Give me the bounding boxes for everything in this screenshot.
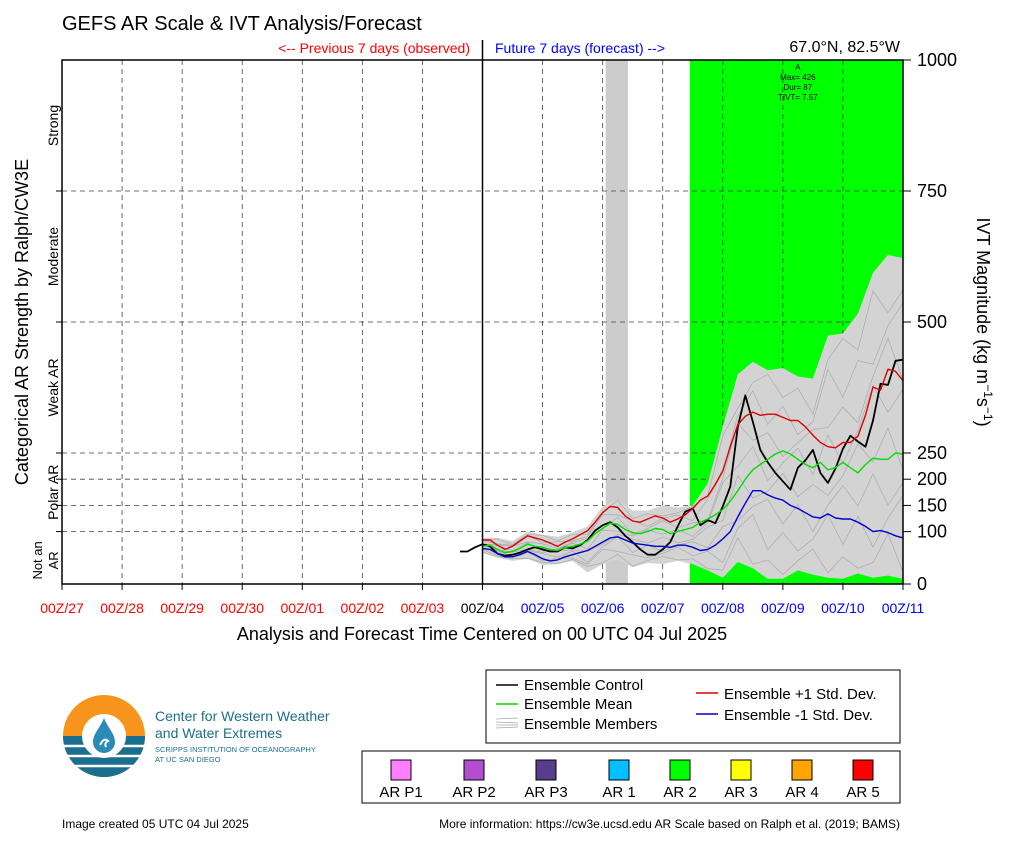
event-annotation-line: A: [795, 63, 801, 72]
x-tick-label: 00Z/08: [701, 600, 745, 616]
ensemble-member-line: [482, 533, 904, 575]
ar-scale-swatch: [608, 759, 630, 781]
ar-scale-label: AR 2: [663, 784, 696, 801]
observed-label: <-- Previous 7 days (observed): [278, 40, 470, 56]
y-tick-label: 250: [917, 443, 947, 463]
y-axis-title-left: Categorical AR Strength by Ralph/CW3E: [12, 159, 32, 485]
series-ensemble-control: [460, 358, 904, 557]
ensemble-member-line: [482, 302, 904, 546]
x-tick-label: 00Z/27: [40, 600, 84, 616]
ar-scale-label: AR 5: [846, 784, 879, 801]
ar-scale-label: AR 3: [724, 784, 757, 801]
series-ensemble-1-std-dev-: [482, 368, 904, 551]
ar-scale-swatch: [852, 759, 874, 781]
legend-mean-label: Ensemble Mean: [524, 696, 632, 713]
ar-scale-label: AR 4: [785, 784, 818, 801]
y-tick-label: 750: [917, 181, 947, 201]
ar-scale-swatch: [669, 759, 691, 781]
x-tick-label: 00Z/29: [160, 600, 204, 616]
x-axis: 00Z/27 00Z/28 00Z/29 00Z/30 00Z/01 00Z/02 00Z/…: [40, 584, 924, 616]
y-tick-label: 1000: [917, 50, 957, 70]
y-axis-title-right: IVT Magnitude (kg m−1s−1): [973, 217, 995, 426]
legend-minus-sd-label: Ensemble -1 Std. Dev.: [724, 707, 873, 724]
left-category-label: Weak AR: [45, 358, 61, 416]
ensemble-member-line: [482, 289, 904, 545]
ar-scale-swatch: [730, 759, 752, 781]
left-not-ar-label: Not an: [30, 541, 45, 579]
left-category-label: Polar AR: [45, 465, 61, 520]
legend-members-label: Ensemble Members: [524, 716, 657, 733]
x-tick-label: 00Z/11: [882, 600, 925, 616]
ar-scale-legend: AR P1 AR P2 AR P3 AR 1 AR 2 AR 3 AR 4 AR 5: [361, 750, 901, 804]
x-tick-label: 00Z/04: [461, 600, 505, 616]
x-axis-title: Analysis and Forecast Time Centered on 0…: [237, 624, 727, 644]
footer-created: Image created 05 UTC 04 Jul 2025: [62, 817, 249, 831]
ar-scale-swatch: [535, 759, 557, 781]
ar-scale-swatch: [791, 759, 813, 781]
member-spread-area: [482, 254, 903, 579]
x-tick-label: 00Z/07: [641, 600, 685, 616]
x-tick-label: 00Z/30: [220, 600, 264, 616]
event-annotation-line: Dur= 87: [784, 83, 813, 92]
y-tick-label: 150: [917, 495, 947, 515]
ar-scale-swatch: [390, 759, 412, 781]
series-ensemble-1-std-dev-: [482, 490, 904, 562]
x-tick-label: 00Z/28: [100, 600, 144, 616]
event-annotation-line: TIVT= 7.57: [778, 93, 818, 102]
y-tick-label: 0: [917, 574, 927, 594]
logo-line3: SCRIPPS INSTITUTION OF OCEANOGRAPHY: [155, 745, 316, 754]
ar-scale-label: AR P2: [452, 784, 495, 801]
logo-line4: AT UC SAN DIEGO: [155, 755, 221, 764]
legend-control-label: Ensemble Control: [524, 677, 643, 694]
event-annotation-line: Max= 426: [780, 73, 816, 82]
left-not-ar-label: AR: [46, 551, 61, 569]
left-category-label: Strong: [45, 105, 61, 146]
x-tick-label: 00Z/02: [341, 600, 385, 616]
ar-scale-label: AR P3: [524, 784, 567, 801]
y-axis-right: 0 100 150 200 250 500 750 1000: [903, 50, 957, 594]
forecast-label: Future 7 days (forecast) -->: [495, 40, 665, 56]
legend-box: [485, 669, 901, 744]
x-tick-label: 00Z/06: [581, 600, 625, 616]
ensemble-lines: [460, 358, 904, 562]
water-drop-icon: [93, 718, 115, 753]
ensemble-member-line: [482, 495, 904, 565]
ar-scale-label: AR P1: [379, 784, 422, 801]
x-tick-label: 00Z/10: [821, 600, 865, 616]
ensemble-member-line: [482, 337, 904, 549]
ar-scale-label: AR 1: [602, 784, 635, 801]
ensemble-member-line: [482, 473, 904, 563]
legend: Ensemble Control Ensemble Mean Ensemble …: [485, 669, 901, 744]
ensemble-members: [482, 254, 904, 579]
footer-more-info: More information: https://cw3e.ucsd.edu …: [439, 817, 900, 831]
x-tick-label: 00Z/05: [521, 600, 565, 616]
cw3e-logo: Center for Western Weather and Water Ext…: [63, 695, 330, 777]
left-category-label: Moderate: [45, 227, 61, 286]
y-tick-label: 500: [917, 312, 947, 332]
series-ensemble-mean: [482, 450, 904, 554]
chart-title: GEFS AR Scale & IVT Analysis/Forecast: [62, 13, 422, 35]
y-tick-label: 100: [917, 522, 947, 542]
legend-plus-sd-label: Ensemble +1 Std. Dev.: [724, 686, 877, 703]
x-tick-label: 00Z/09: [761, 600, 805, 616]
logo-drop-swirl: [99, 738, 110, 748]
location-label: 67.0°N, 82.5°W: [789, 39, 901, 56]
y-axis-left-categories: Strong Moderate Weak AR Polar AR Not an AR: [30, 105, 62, 580]
ar-scale-swatch: [463, 759, 485, 781]
x-tick-label: 00Z/01: [280, 600, 324, 616]
legend-members-swatch: [495, 717, 519, 729]
logo-line1: Center for Western Weather: [155, 708, 330, 724]
logo-line2: and Water Extremes: [155, 725, 282, 741]
y-tick-label: 200: [917, 469, 947, 489]
x-tick-label: 00Z/03: [401, 600, 445, 616]
